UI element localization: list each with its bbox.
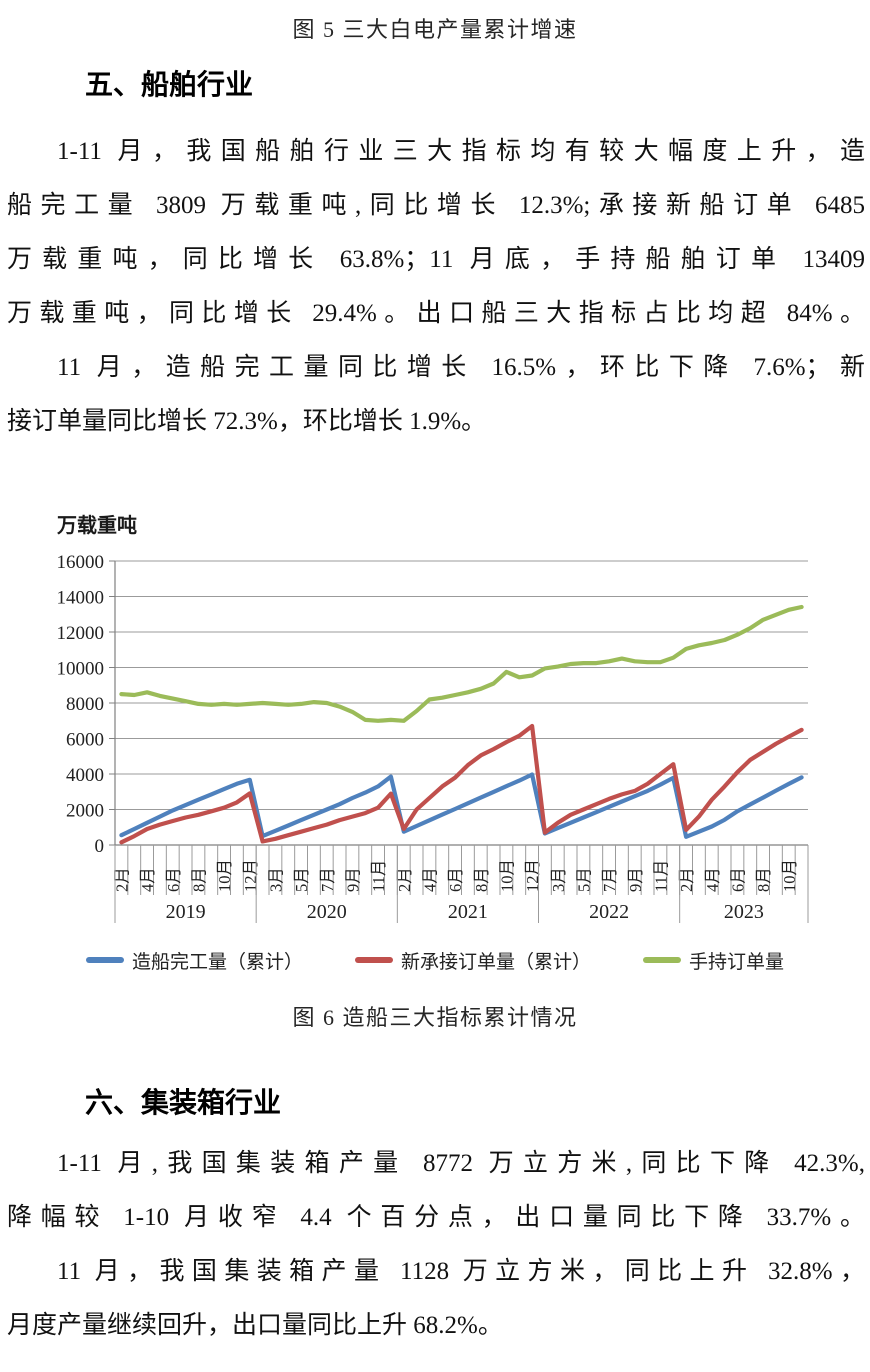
legend-item-new-orders: 新承接订单量（累计） [354,947,591,974]
svg-text:14000: 14000 [57,588,105,609]
svg-text:10月: 10月 [497,859,516,892]
svg-text:2000: 2000 [66,801,104,822]
container-paragraph-1: 1-11 月,我国集装箱产量 8772 万立方米,同比下降 42.3%, 降幅较… [0,1137,870,1245]
svg-text:12000: 12000 [57,623,105,644]
svg-text:2月: 2月 [677,867,696,892]
svg-text:10月: 10月 [780,859,799,892]
legend-label: 手持订单量 [689,951,785,973]
svg-text:7月: 7月 [318,867,337,892]
svg-text:2019: 2019 [166,901,206,923]
paragraph-line: 接订单量同比增长 72.3%，环比增长 1.9%。 [7,408,487,435]
svg-text:2月: 2月 [395,867,414,892]
ship-paragraph-2: 11 月，造船完工量同比增长 16.5%，环比下降 7.6%；新 接订单量同比增… [0,341,870,449]
section5-heading: 五、船舶行业 [85,69,254,100]
svg-text:16000: 16000 [57,552,105,573]
svg-text:4月: 4月 [420,867,439,892]
paragraph-line: 降幅较 1-10 月收窄 4.4 个百分点，出口量同比下降 33.7%。 [7,1204,865,1231]
legend-item-completions: 造船完工量（累计） [85,947,303,974]
figure5-caption: 图 5 三大白电产量累计增速 [292,17,578,42]
svg-text:4月: 4月 [138,867,157,892]
svg-text:4000: 4000 [66,765,104,786]
svg-text:7月: 7月 [600,867,619,892]
svg-text:万载重吨: 万载重吨 [56,513,137,537]
completions-line-swatch-icon [85,957,124,963]
ship-paragraph-1: 1-11 月，我国船舶行业三大指标均有较大幅度上升，造 船完工量 3809 万载… [0,125,870,341]
svg-text:2023: 2023 [724,901,764,923]
svg-text:8000: 8000 [66,694,104,715]
figure6-caption: 图 6 造船三大指标累计情况 [292,1005,578,1030]
svg-text:2021: 2021 [448,901,488,923]
container-paragraph-2: 11 月，我国集装箱产量 1128 万立方米，同比上升 32.8%， 月度产量继… [0,1245,870,1353]
legend-label: 新承接订单量（累计） [400,951,591,973]
svg-text:9月: 9月 [343,867,362,892]
svg-text:6月: 6月 [164,867,183,892]
svg-text:10000: 10000 [57,659,105,680]
svg-text:4月: 4月 [703,867,722,892]
legend-label: 造船完工量（累计） [131,951,303,973]
paragraph-line: 万载重吨，同比增长 63.8%；11 月底，手持船舶订单 13409 [7,246,865,273]
svg-text:8月: 8月 [189,867,208,892]
svg-text:11月: 11月 [369,860,388,892]
chart-legend: 造船完工量（累计） 新承接订单量（累计） 手持订单量 [0,945,870,975]
svg-text:10月: 10月 [215,859,234,892]
paragraph-line: 万载重吨，同比增长 29.4%。出口船三大指标占比均超 84%。 [7,300,865,327]
new-orders-line-swatch-icon [354,957,393,963]
paragraph-line: 1-11 月，我国船舶行业三大指标均有较大幅度上升，造 [57,138,865,165]
section6-heading: 六、集装箱行业 [85,1087,282,1118]
paragraph-line: 11 月，造船完工量同比增长 16.5%，环比下降 7.6%；新 [57,354,865,381]
svg-text:3月: 3月 [549,867,568,892]
svg-text:2020: 2020 [307,901,347,923]
paragraph-line: 1-11 月,我国集装箱产量 8772 万立方米,同比下降 42.3%, [57,1150,865,1177]
svg-text:2022: 2022 [589,901,629,923]
paragraph-line: 11 月，我国集装箱产量 1128 万立方米，同比上升 32.8%， [57,1258,865,1285]
svg-text:6月: 6月 [446,867,465,892]
svg-text:5月: 5月 [574,867,593,892]
svg-text:0: 0 [95,836,105,857]
svg-text:5月: 5月 [292,867,311,892]
paragraph-line: 月度产量继续回升，出口量同比上升 68.2%。 [7,1312,503,1339]
svg-text:9月: 9月 [626,867,645,892]
svg-text:12月: 12月 [523,859,542,892]
legend-item-order-backlog: 手持订单量 [643,947,784,974]
figure6-line-chart: 万载重吨 0 2000 4000 6000 8000 10000 12000 14000 1600… [56,513,809,923]
order-backlog-line-swatch-icon [643,957,681,963]
svg-text:12月: 12月 [241,859,260,892]
paragraph-line: 船完工量 3809 万载重吨,同比增长 12.3%;承接新船订单 6485 [7,192,865,219]
svg-text:6月: 6月 [728,867,747,892]
svg-text:3月: 3月 [266,867,285,892]
svg-text:8月: 8月 [754,867,773,892]
svg-text:6000: 6000 [66,730,104,751]
svg-text:2月: 2月 [112,867,131,892]
svg-text:11月: 11月 [651,860,670,892]
svg-text:8月: 8月 [472,867,491,892]
